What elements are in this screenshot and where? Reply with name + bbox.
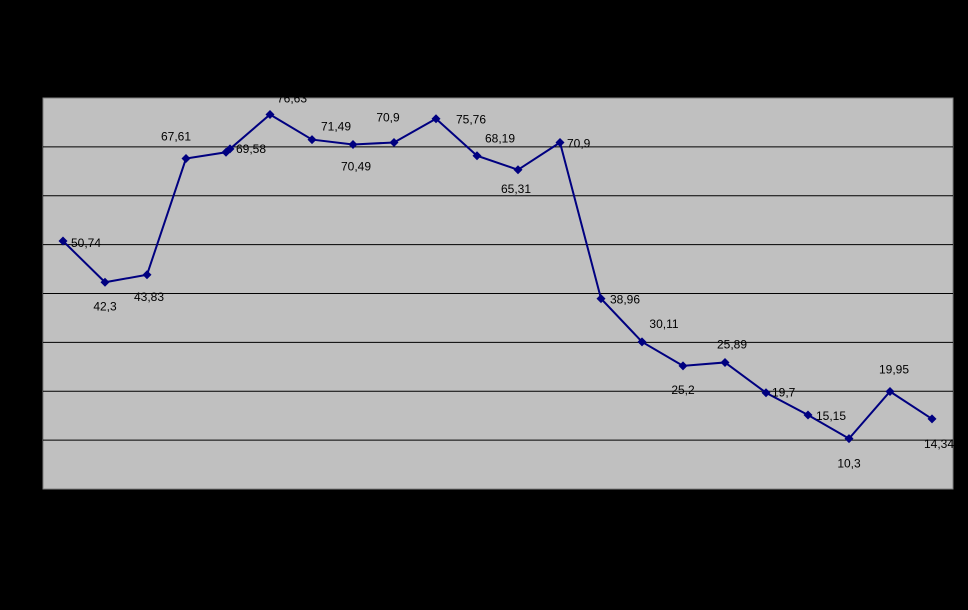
data-point-marker [307, 135, 317, 145]
data-label: 70,49 [341, 159, 371, 173]
data-labels: 50,74 42,3 43,83 67,61 69,58 76,63 71,49 70,49 7… [71, 91, 954, 470]
data-point-marker [720, 357, 730, 367]
data-point-marker [431, 114, 441, 124]
data-point-marker [678, 361, 688, 371]
data-label: 43,83 [134, 290, 164, 304]
data-label: 10,3 [837, 457, 861, 471]
data-point-marker [58, 236, 68, 246]
gridlines [43, 146, 953, 441]
data-label: 25,89 [717, 337, 747, 351]
data-label: 15,15 [816, 409, 846, 423]
data-label: 67,61 [161, 130, 191, 144]
data-point-marker [844, 434, 854, 444]
data-label: 19,7 [772, 386, 796, 400]
data-label: 75,76 [456, 113, 486, 127]
data-label: 76,63 [277, 91, 307, 105]
data-point-marker [142, 270, 152, 280]
data-label: 38,96 [610, 293, 640, 307]
data-point-marker [761, 388, 771, 398]
data-label: 14,34 [924, 437, 954, 451]
data-point-marker [927, 414, 937, 424]
data-label: 68,19 [485, 132, 515, 146]
data-point-marker [181, 154, 191, 164]
data-label: 70,9 [376, 110, 400, 124]
data-point-marker [637, 337, 647, 347]
data-label: 50,74 [71, 236, 101, 250]
data-point-marker [389, 137, 399, 147]
data-label: 69,58 [236, 142, 266, 156]
data-label: 70,9 [567, 136, 591, 150]
data-label: 25,2 [671, 383, 695, 397]
data-label: 19,95 [879, 362, 909, 376]
data-point-marker [513, 165, 523, 175]
data-label: 71,49 [321, 120, 351, 134]
data-point-marker [555, 137, 565, 147]
data-markers [58, 109, 937, 444]
data-label: 30,11 [649, 317, 678, 331]
data-point-marker [100, 277, 110, 287]
data-point-marker [885, 386, 895, 396]
data-point-marker [225, 144, 235, 154]
data-point-marker [348, 139, 358, 149]
data-label: 42,3 [93, 299, 117, 313]
data-label: 65,31 [501, 182, 531, 196]
data-point-marker [265, 109, 275, 119]
data-point-marker [596, 294, 606, 304]
data-point-marker [803, 410, 813, 420]
data-point-marker [472, 151, 482, 161]
